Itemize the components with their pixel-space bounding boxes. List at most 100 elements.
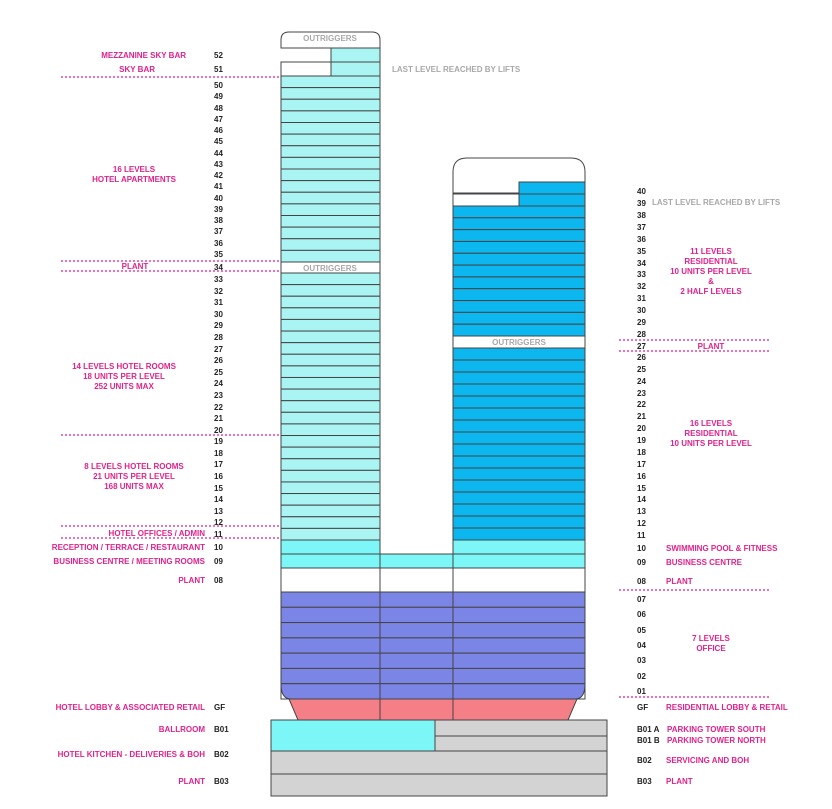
- right-level-gf: GF: [637, 703, 649, 712]
- residential-floor-upper: [452, 323, 586, 337]
- podium-levels: [280, 539, 586, 593]
- label-plant-34: PLANT: [121, 262, 149, 271]
- right-level-05: 05: [637, 625, 646, 635]
- hotel-room-floor: [280, 411, 381, 425]
- left-level-45: 45: [214, 137, 223, 147]
- left-level-48: 48: [214, 103, 223, 113]
- residential-tower: [452, 157, 586, 541]
- label-plant-08-right: PLANT: [666, 577, 693, 586]
- left-level-28: 28: [214, 332, 223, 342]
- label-hotel-offices: HOTEL OFFICES / ADMIN: [108, 529, 205, 538]
- left-level-38: 38: [214, 216, 223, 226]
- hotel-apartment-floor: [280, 110, 381, 123]
- right-level-21: 21: [637, 412, 646, 422]
- left-level-27: 27: [214, 344, 223, 354]
- label-residential-16-3: 10 UNITS PER LEVEL: [670, 439, 752, 448]
- right-level-b01-a: B01 A: [637, 725, 660, 734]
- label-residential-11-2: RESIDENTIAL: [684, 257, 738, 266]
- residential-floor-upper: [452, 300, 586, 313]
- residential-floor-lower: [452, 371, 586, 385]
- label-hotel-rooms-8-2: 21 UNITS PER LEVEL: [93, 472, 175, 481]
- left-level-34: 34: [214, 263, 223, 272]
- residential-floor-lower: [452, 431, 586, 445]
- residential-floor-lower: [452, 515, 586, 529]
- left-level-10: 10: [214, 543, 223, 552]
- right-level-01: 01: [637, 687, 646, 696]
- left-level-33: 33: [214, 275, 223, 284]
- hotel-apartment-floor: [280, 145, 381, 158]
- right-level-20: 20: [637, 424, 646, 434]
- right-level-13: 13: [637, 507, 646, 517]
- hotel-room-floor: [280, 493, 381, 506]
- right-level-31: 31: [637, 294, 646, 304]
- right-level-19: 19: [637, 436, 646, 446]
- right-level-38: 38: [637, 210, 646, 220]
- right-level-15: 15: [637, 483, 646, 493]
- residential-floor-upper: [452, 217, 586, 231]
- basement-levels: [270, 719, 608, 797]
- left-level-26: 26: [214, 356, 223, 366]
- hotel-apartment-floor: [280, 203, 381, 216]
- left-level-41: 41: [214, 182, 223, 192]
- left-level-29: 29: [214, 321, 223, 331]
- residential-floor-lower: [452, 347, 586, 361]
- hotel-room-floor: [280, 295, 381, 309]
- right-level-40: 40: [637, 187, 646, 196]
- right-level-30: 30: [637, 306, 646, 316]
- left-level-20: 20: [214, 425, 223, 435]
- left-level-22: 22: [214, 402, 223, 412]
- residential-top-cap: [452, 157, 586, 194]
- residential-floor-lower: [452, 359, 586, 373]
- level-separators: [61, 76, 769, 698]
- hotel-room-floor: [280, 504, 381, 518]
- note-outriggers-top: OUTRIGGERS: [303, 34, 357, 43]
- hotel-room-floor: [280, 307, 381, 320]
- ballroom-block: [270, 719, 436, 752]
- residential-floor-upper: [452, 276, 586, 290]
- right-level-18: 18: [637, 447, 646, 457]
- residential-floor-upper: [452, 252, 586, 266]
- left-level-08: 08: [214, 576, 223, 585]
- right-level-17: 17: [637, 459, 646, 469]
- left-level-23: 23: [214, 390, 223, 400]
- label-plant-27: PLANT: [697, 342, 725, 351]
- note-outriggers-hotel: OUTRIGGERS: [303, 264, 357, 273]
- right-level-27: 27: [637, 342, 646, 351]
- residential-floor-lower: [452, 467, 586, 481]
- left-level-16: 16: [214, 472, 223, 482]
- left-level-19: 19: [214, 437, 223, 447]
- right-level-09: 09: [637, 558, 646, 567]
- office-podium: [280, 591, 586, 700]
- left-level-31: 31: [214, 298, 223, 308]
- right-level-16: 16: [637, 471, 646, 481]
- left-level-51: 51: [214, 65, 223, 74]
- right-level-23: 23: [637, 388, 646, 398]
- label-servicing: SERVICING AND BOH: [666, 756, 750, 765]
- right-level-28: 28: [637, 330, 646, 339]
- left-level-46: 46: [214, 126, 223, 136]
- label-hotel-rooms-14-3: 252 UNITS MAX: [94, 382, 154, 391]
- right-level-26: 26: [637, 353, 646, 362]
- right-level-34: 34: [637, 258, 646, 268]
- hotel-room-floor: [280, 318, 381, 332]
- residential-floor-lower: [452, 455, 586, 469]
- hotel-apartment-floor: [280, 98, 381, 112]
- label-office-1: 7 LEVELS: [692, 634, 730, 643]
- right-level-07: 07: [637, 595, 646, 604]
- label-plant-08-left: PLANT: [178, 576, 205, 585]
- label-residential-11-1: 11 LEVELS: [690, 247, 732, 256]
- hotel-apartment-floor: [280, 75, 381, 89]
- left-level-09: 09: [214, 557, 223, 566]
- label-residential-11-4: &: [708, 277, 714, 286]
- hotel-top-outrigger-cap: [280, 31, 381, 49]
- hotel-room-floor: [280, 469, 381, 483]
- right-level-03: 03: [637, 656, 646, 666]
- hotel-room-floor: [280, 330, 381, 344]
- left-level-30: 30: [214, 309, 223, 319]
- left-level-24: 24: [214, 379, 223, 389]
- hotel-room-floor: [280, 284, 381, 297]
- left-level-49: 49: [214, 92, 223, 102]
- label-hotel-rooms-8-3: 168 UNITS MAX: [104, 482, 164, 491]
- hotel-tower: [280, 31, 381, 541]
